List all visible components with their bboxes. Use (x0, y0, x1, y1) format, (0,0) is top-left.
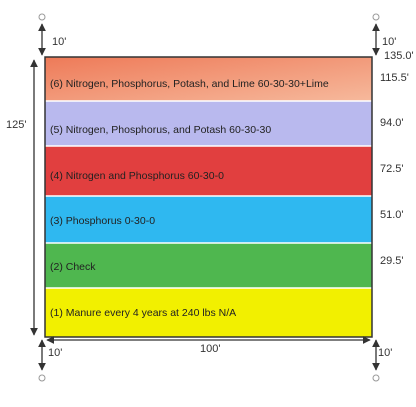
plot-band (45, 243, 372, 288)
plot-band (45, 196, 372, 243)
plot-band (45, 57, 372, 101)
boundary-label: 94.0' (380, 117, 404, 129)
dimension-label: 10' (52, 36, 66, 48)
plot-label: (3) Phosphorus 0-30-0 (50, 215, 155, 227)
dimension-label: 10' (382, 36, 396, 48)
boundary-label: 72.5' (380, 163, 404, 175)
plot-band (45, 288, 372, 337)
dimension-arrows (30, 13, 380, 382)
boundary-label: 29.5' (380, 255, 404, 267)
dimension-label: 10' (378, 347, 392, 359)
plot-label: (4) Nitrogen and Phosphorus 60-30-0 (50, 170, 224, 182)
plot-label: (1) Manure every 4 years at 240 lbs N/A (50, 307, 236, 319)
plot-band (45, 146, 372, 196)
dimension-label: 100' (200, 343, 220, 355)
plot-label: (2) Check (50, 261, 96, 273)
boundary-label: 115.5' (380, 72, 409, 84)
plot-label: (5) Nitrogen, Phosphorus, and Potash 60-… (50, 124, 271, 136)
boundary-label: 135.0' (384, 50, 414, 62)
dimension-label: 10' (48, 347, 62, 359)
plot-band (45, 101, 372, 146)
boundary-label: 51.0' (380, 209, 404, 221)
plot-label: (6) Nitrogen, Phosphorus, Potash, and Li… (50, 78, 329, 90)
dimension-label: 125' (6, 119, 26, 131)
field (44, 56, 373, 338)
